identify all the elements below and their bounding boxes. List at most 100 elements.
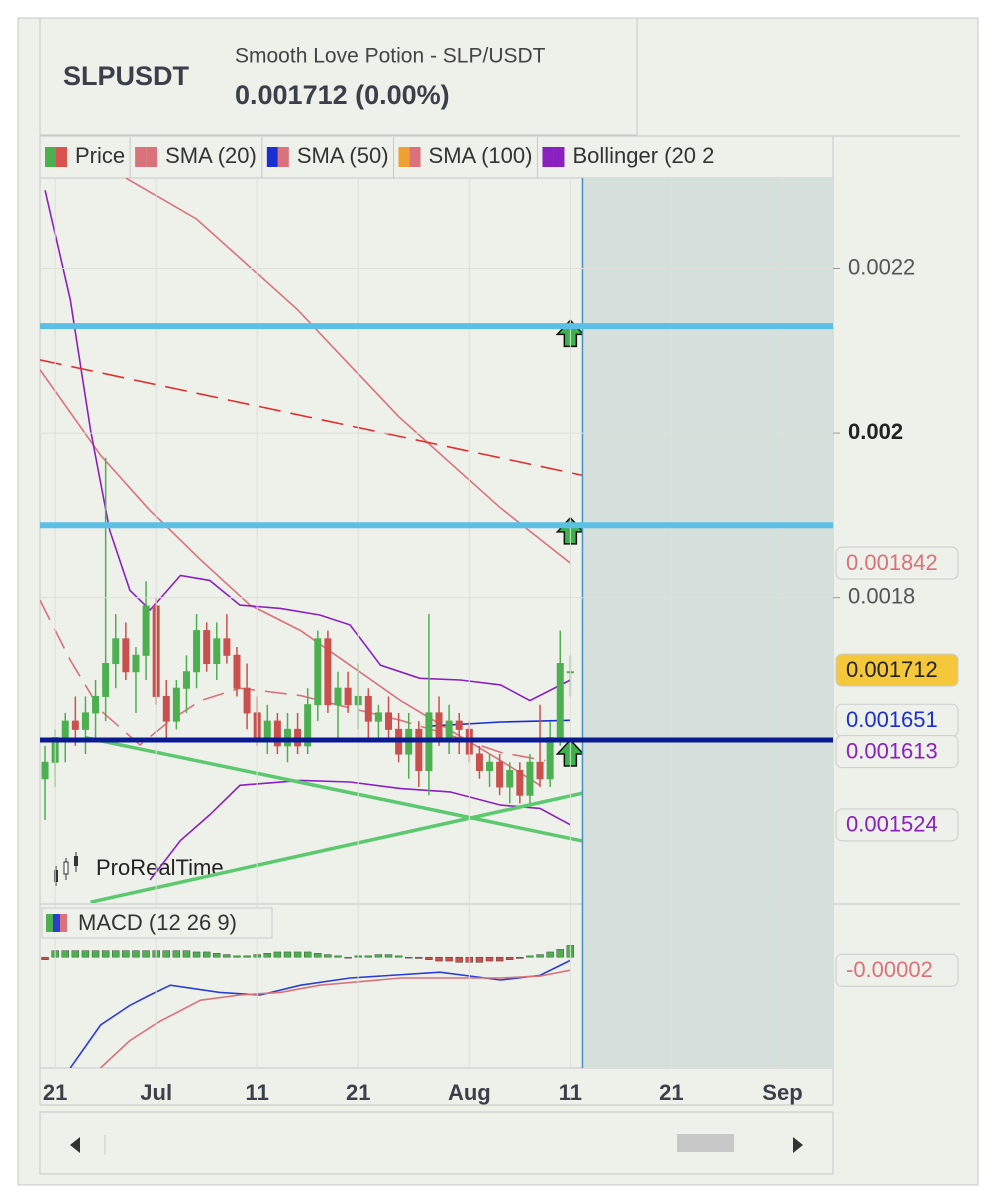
legend-swatch <box>266 147 278 167</box>
macd-title: MACD (12 26 9) <box>78 910 237 935</box>
candle-body <box>41 761 49 780</box>
macd-bar <box>415 956 423 959</box>
macd-bar <box>314 953 322 958</box>
candle-body <box>213 638 221 665</box>
candle-body <box>112 638 120 665</box>
candle-body <box>132 654 140 673</box>
candle-body <box>486 761 494 772</box>
candle-body <box>546 737 554 780</box>
scroll-thumb[interactable] <box>677 1134 734 1152</box>
macd-bar <box>243 955 251 958</box>
macd-bar <box>101 950 110 958</box>
candle-body <box>526 761 534 796</box>
legend-swatch <box>398 147 410 167</box>
legend-swatch <box>277 147 289 167</box>
macd-swatch <box>53 914 60 932</box>
candle-body <box>162 695 170 722</box>
legend-swatch <box>542 147 554 167</box>
candle-body <box>273 720 281 747</box>
overlay-line <box>44 190 571 702</box>
macd-bar <box>122 950 130 958</box>
price-label-box <box>835 735 959 769</box>
macd-bar <box>364 955 373 958</box>
macd-bar <box>233 955 241 958</box>
scroll-left[interactable] <box>70 1137 80 1153</box>
overlay-line <box>149 779 571 881</box>
price-label: 0.001524 <box>846 812 938 837</box>
x-tick-label: Aug <box>448 1080 491 1105</box>
macd-bar <box>142 950 150 958</box>
candle-body <box>102 663 110 697</box>
candle-body <box>233 654 241 689</box>
candle-body <box>182 671 190 689</box>
price-label-box <box>835 953 959 987</box>
macd-bar <box>91 950 100 958</box>
legend-swatch <box>146 147 158 167</box>
quote: 0.001712 (0.00%) <box>235 80 450 110</box>
macd-bar <box>324 954 332 958</box>
candle-body <box>435 712 443 739</box>
candle-body <box>223 638 231 656</box>
candle-body <box>92 695 100 714</box>
macd-bar <box>132 950 140 958</box>
macd-bar <box>61 950 69 958</box>
y-tick-label: 0.002 <box>848 419 903 444</box>
macd-bar <box>384 954 393 958</box>
macd-bar <box>192 951 201 958</box>
candle-body <box>334 687 342 706</box>
legend-swatch <box>135 147 147 167</box>
macd-bar <box>81 950 90 958</box>
legend-label: Price <box>75 143 125 168</box>
candle-body <box>455 720 463 730</box>
macd-swatch <box>46 914 53 932</box>
candle-body <box>314 638 322 706</box>
scroll-right[interactable] <box>793 1137 803 1153</box>
future-area <box>582 178 833 1068</box>
macd-title-box <box>41 907 273 939</box>
legend-label: SMA (20) <box>165 143 257 168</box>
macd-bar <box>263 953 271 958</box>
candle-body <box>61 720 69 739</box>
macd-bar <box>425 956 433 960</box>
macd-bar <box>162 950 170 958</box>
candle-body <box>203 630 211 665</box>
x-tick-label: 11 <box>246 1080 269 1105</box>
macd-bar <box>394 955 403 958</box>
candle-body <box>243 687 251 714</box>
macd-bar <box>536 954 544 958</box>
candle-body <box>364 695 372 722</box>
candle-body <box>71 720 79 730</box>
macd-bar <box>202 951 211 958</box>
symbol: SLPUSDT <box>63 61 190 91</box>
macd-bar <box>344 956 352 959</box>
legend-label: SMA (100) <box>429 143 533 168</box>
macd-bar <box>506 956 514 960</box>
candle-body <box>415 728 423 772</box>
macd-bar <box>526 955 534 958</box>
overlay-line <box>429 719 571 727</box>
legend-label: Bollinger (20 2 <box>572 143 714 168</box>
legend-swatch <box>56 147 67 167</box>
macd-bar <box>71 950 80 958</box>
macd-bar <box>435 956 443 962</box>
candle-body <box>324 638 332 706</box>
macd-swatch <box>60 914 67 932</box>
x-tick-label: Jul <box>140 1080 172 1105</box>
candle-body <box>172 687 180 722</box>
macd-line <box>100 969 571 1068</box>
candle-body <box>496 761 504 788</box>
macd-bar <box>445 956 453 962</box>
macd-bar <box>556 949 564 958</box>
x-tick-label: 21 <box>43 1080 67 1105</box>
candle-body <box>304 704 312 747</box>
price-label: 0.001712 <box>846 657 938 682</box>
x-tick-label: 21 <box>659 1080 683 1105</box>
candle-body <box>506 770 514 788</box>
macd-bar <box>495 956 504 962</box>
candle-body <box>556 663 564 739</box>
macd-bar <box>223 954 231 958</box>
candle-body <box>344 687 352 706</box>
candle-body <box>193 630 201 673</box>
macd-bar <box>41 956 49 960</box>
legend-swatch <box>409 147 421 167</box>
